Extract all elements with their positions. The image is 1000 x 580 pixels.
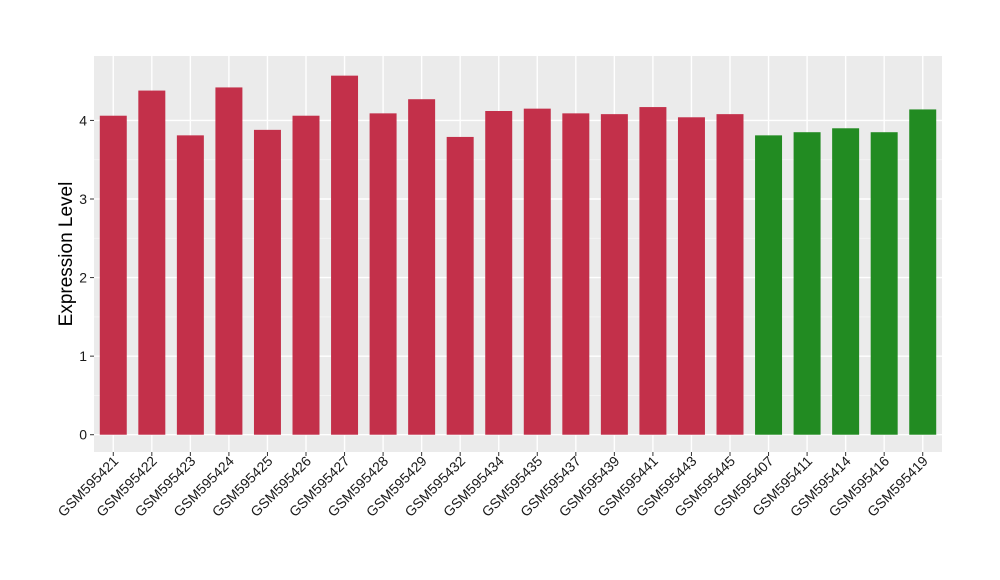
bar-GSM595445	[716, 114, 744, 435]
bar-GSM595434	[485, 111, 513, 435]
bars	[99, 75, 937, 435]
bar-GSM595416	[870, 132, 898, 435]
bar-GSM595439	[600, 114, 628, 435]
bar-GSM595411	[793, 132, 821, 435]
bar-GSM595414	[832, 128, 860, 435]
y-tick-label: 3	[79, 191, 87, 207]
bar-GSM595426	[292, 115, 320, 435]
bar-GSM595443	[677, 117, 705, 435]
bar-GSM595429	[408, 99, 436, 435]
bar-GSM595425	[253, 129, 281, 435]
bar-GSM595437	[562, 113, 590, 435]
bar-GSM595427	[331, 75, 359, 435]
y-tick-label: 0	[79, 427, 87, 443]
bar-GSM595407	[755, 135, 783, 435]
x-axis: GSM595421GSM595422GSM595423GSM595424GSM5…	[54, 452, 931, 520]
bar-GSM595441	[639, 107, 667, 435]
bar-GSM595424	[215, 87, 243, 435]
y-tick-label: 2	[79, 270, 87, 286]
y-tick-label: 4	[79, 112, 87, 128]
y-axis-title: Expression Level	[56, 182, 77, 327]
bar-GSM595432	[446, 136, 474, 435]
bar-GSM595421	[99, 115, 127, 435]
bar-GSM595419	[909, 109, 937, 435]
y-tick-label: 1	[79, 348, 87, 364]
bar-GSM595435	[523, 108, 551, 435]
bar-GSM595422	[138, 90, 166, 435]
bar-GSM595428	[369, 113, 397, 435]
y-axis: 0 1 2 3 4	[79, 112, 94, 443]
bar-GSM595423	[176, 135, 204, 435]
